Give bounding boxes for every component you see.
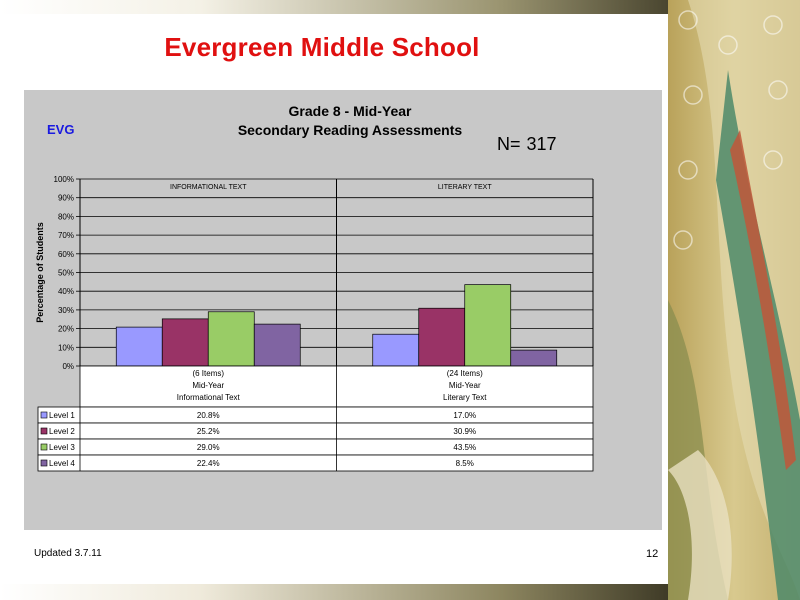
y-tick-label: 20% (58, 325, 74, 334)
data-label: 29.0% (197, 443, 220, 452)
category-label-line: Mid-Year (192, 381, 224, 390)
group-header: LITERARY TEXT (438, 184, 492, 191)
legend-label: Level 2 (49, 427, 75, 436)
page-number: 12 (646, 548, 659, 560)
bar-level-4 (510, 349, 558, 367)
table-row (37, 422, 594, 440)
y-tick-label: 80% (58, 212, 74, 221)
legend-swatch (40, 411, 48, 419)
table-row (37, 406, 594, 424)
data-label: 20.8% (197, 411, 220, 420)
legend-swatch (40, 459, 48, 467)
legend-swatch (40, 443, 48, 451)
bar-chart: 0% 10% 20% 30% 40% 50% 60% 70% 80% 90% 100% Percent… (35, 175, 594, 472)
y-tick-label: 0% (62, 362, 74, 371)
slide-title: Evergreen Middle School (164, 32, 480, 62)
bar-level-2 (161, 318, 209, 367)
y-tick-label: 40% (58, 287, 74, 296)
data-label: 30.9% (453, 427, 476, 436)
legend-label: Level 3 (49, 443, 75, 452)
y-tick-label: 30% (58, 306, 74, 315)
y-tick-label: 90% (58, 194, 74, 203)
decorative-side-panel (668, 0, 800, 600)
data-label: 22.4% (197, 459, 220, 468)
bar-level-4 (253, 323, 301, 367)
category-label-line: (24 Items) (447, 369, 483, 378)
bar-level-2 (418, 307, 466, 367)
bar-level-3 (464, 284, 512, 367)
chart-title: Grade 8 - Mid-Year (288, 103, 412, 119)
y-tick-label: 60% (58, 250, 74, 259)
legend-swatch (40, 427, 48, 435)
category-label-line: Informational Text (177, 393, 241, 402)
y-tick-label: 70% (58, 231, 74, 240)
school-code: EVG (47, 122, 75, 137)
y-tick-label: 10% (58, 343, 74, 352)
bar-level-1 (372, 333, 420, 367)
bar-level-3 (207, 311, 255, 367)
chart-subtitle: Secondary Reading Assessments (237, 122, 463, 138)
bar-level-1 (115, 326, 163, 367)
group-header: INFORMATIONAL TEXT (170, 184, 247, 191)
legend-label: Level 1 (49, 411, 75, 420)
table-row (37, 454, 594, 472)
n-label: N= (497, 134, 521, 154)
n-count: N= 317 (497, 134, 557, 155)
data-label: 8.5% (456, 459, 474, 468)
category-label-line: Mid-Year (449, 381, 481, 390)
y-tick-label: 50% (58, 269, 74, 278)
category-label-line: (6 Items) (192, 369, 224, 378)
top-border (0, 0, 668, 14)
data-label: 43.5% (453, 443, 476, 452)
y-tick-label: 100% (54, 175, 74, 184)
legend-label: Level 4 (49, 459, 75, 468)
bottom-border (0, 584, 668, 600)
y-axis-label: Percentage of Students (35, 222, 45, 323)
table-row (37, 438, 594, 456)
category-label-line: Literary Text (443, 393, 487, 402)
data-label: 17.0% (453, 411, 476, 420)
updated-date: Updated 3.7.11 (34, 548, 102, 559)
data-label: 25.2% (197, 427, 220, 436)
n-value: 317 (526, 134, 557, 154)
